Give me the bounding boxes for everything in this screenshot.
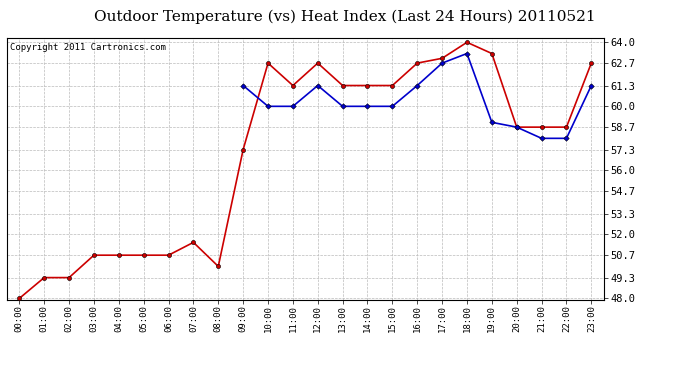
Text: Copyright 2011 Cartronics.com: Copyright 2011 Cartronics.com: [10, 43, 166, 52]
Text: Outdoor Temperature (vs) Heat Index (Last 24 Hours) 20110521: Outdoor Temperature (vs) Heat Index (Las…: [95, 9, 595, 24]
